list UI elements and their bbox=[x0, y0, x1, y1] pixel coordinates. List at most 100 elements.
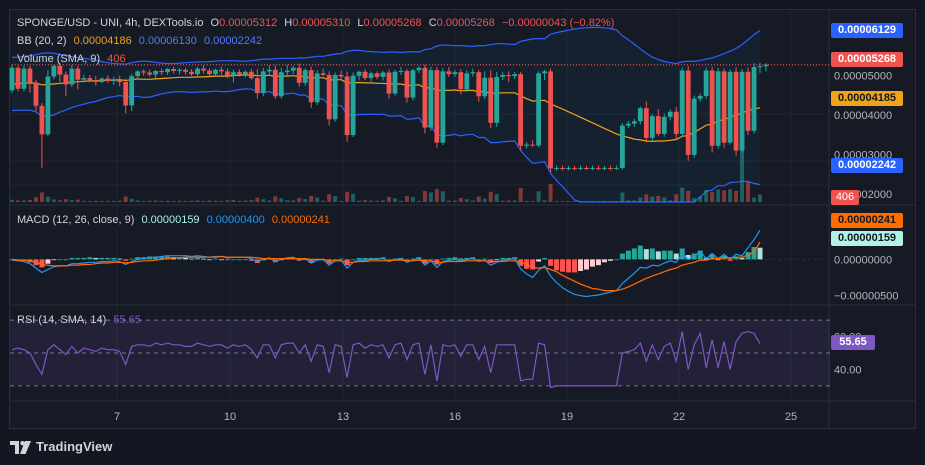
volume-bar bbox=[674, 194, 679, 202]
volume-bar bbox=[219, 200, 224, 202]
candle-body bbox=[123, 82, 129, 106]
candle-body bbox=[488, 77, 494, 123]
bb-lower-value: 0.00002242 bbox=[203, 35, 263, 47]
candle-body bbox=[428, 70, 434, 128]
volume-bar bbox=[548, 184, 553, 202]
volume-value: 406 bbox=[107, 53, 126, 65]
macd-histogram-bar bbox=[195, 257, 201, 260]
candle-body bbox=[272, 69, 278, 97]
candle-body bbox=[608, 167, 613, 169]
volume-bar bbox=[135, 200, 140, 202]
time-tick-label: 16 bbox=[449, 411, 461, 423]
candle-body bbox=[422, 67, 428, 128]
candle-body bbox=[619, 125, 625, 168]
macd-histogram-bar bbox=[673, 253, 679, 260]
macd-histogram-bar bbox=[697, 250, 703, 260]
candle-body bbox=[500, 74, 506, 77]
macd-hist-value: 0.00000159 bbox=[141, 214, 200, 226]
candle-body bbox=[679, 70, 685, 134]
volume-legend[interactable]: Volume (SMA, 9) 406 bbox=[17, 53, 130, 65]
volume-bar bbox=[291, 200, 296, 202]
macd-histogram-bar bbox=[362, 257, 368, 260]
candle-body bbox=[763, 64, 769, 67]
bb-lower-badge: 0.00002242 bbox=[831, 158, 903, 173]
volume-bar bbox=[27, 199, 32, 202]
candle-body bbox=[308, 70, 314, 103]
volume-bar bbox=[351, 193, 356, 202]
candle-body bbox=[506, 74, 512, 77]
candle-body bbox=[326, 74, 332, 120]
grid bbox=[10, 10, 915, 428]
volume-bar bbox=[662, 197, 667, 202]
time-tick-label: 25 bbox=[785, 411, 797, 423]
volume-bar bbox=[357, 200, 362, 202]
bb-legend[interactable]: BB (20, 2) 0.00004186 0.00006130 0.00002… bbox=[17, 35, 266, 47]
candle-body bbox=[476, 72, 482, 97]
volume-bar bbox=[363, 200, 368, 202]
candle-body bbox=[284, 70, 290, 73]
macd-histogram-bar bbox=[655, 251, 661, 260]
candle-body bbox=[673, 111, 679, 134]
volume-bar bbox=[93, 200, 98, 202]
volume-bar bbox=[315, 197, 320, 202]
volume-bar bbox=[87, 200, 92, 202]
candle-body bbox=[398, 70, 404, 72]
macd-histogram-bar bbox=[230, 259, 236, 261]
candle-body bbox=[195, 68, 200, 75]
volume-bar bbox=[470, 200, 475, 202]
volume-bar bbox=[75, 199, 80, 202]
last-price-badge: 0.00005268 bbox=[831, 52, 903, 67]
candle-body bbox=[254, 78, 260, 94]
candle-body bbox=[739, 71, 745, 151]
volume-bar bbox=[279, 198, 284, 202]
candle-body bbox=[613, 167, 619, 169]
volume-bar bbox=[752, 197, 757, 202]
volume-bar bbox=[21, 200, 26, 202]
volume-bar bbox=[626, 200, 631, 202]
candle-body bbox=[231, 72, 236, 76]
low-value: 0.00005268 bbox=[363, 17, 422, 29]
volume-bar bbox=[542, 200, 547, 202]
macd-histogram-bar bbox=[745, 252, 751, 260]
volume-bar bbox=[620, 192, 625, 202]
macd-histogram-bar bbox=[751, 247, 757, 260]
bb-mid-value: 0.00004186 bbox=[73, 35, 132, 47]
macd-histogram-bar bbox=[332, 259, 338, 261]
candle-body bbox=[524, 144, 530, 146]
rsi-badge: 55.65 bbox=[831, 335, 875, 350]
candle-body bbox=[338, 74, 344, 77]
macd-histogram-bar bbox=[589, 259, 595, 267]
macd-histogram-bar bbox=[356, 257, 362, 260]
macd-histogram-bar bbox=[685, 255, 691, 260]
volume-bar bbox=[267, 200, 272, 202]
macd-histogram-bar bbox=[607, 259, 613, 261]
volume-bar bbox=[309, 195, 314, 202]
candle-body bbox=[320, 73, 326, 75]
volume-label: Volume (SMA, 9) bbox=[17, 53, 101, 65]
volume-bar bbox=[10, 199, 14, 202]
candle-body bbox=[27, 68, 33, 83]
candlesticks bbox=[9, 63, 830, 173]
candle-body bbox=[39, 105, 45, 135]
candle-body bbox=[494, 76, 500, 123]
macd-signal-badge: 0.00000241 bbox=[831, 213, 903, 228]
macd-legend[interactable]: MACD (12, 26, close, 9) 0.00000159 0.000… bbox=[17, 214, 334, 226]
macd-histogram-bar bbox=[81, 257, 87, 260]
tradingview-logo[interactable]: TradingView bbox=[10, 439, 113, 455]
candle-body bbox=[302, 70, 308, 83]
macd-histogram-bar bbox=[715, 259, 721, 261]
volume-bars bbox=[10, 148, 763, 202]
candle-body bbox=[189, 71, 194, 75]
volume-badge: 406 bbox=[831, 190, 859, 205]
candle-body bbox=[9, 67, 15, 91]
candle-body bbox=[590, 167, 595, 169]
macd-histogram-bar bbox=[446, 257, 452, 260]
rsi-legend[interactable]: RSI (14, SMA, 14) 55.65 bbox=[17, 314, 145, 326]
macd-hist-badge: 0.00000159 bbox=[831, 231, 903, 246]
volume-bar bbox=[392, 198, 397, 202]
volume-bar bbox=[369, 200, 374, 202]
macd-histogram-bar bbox=[572, 259, 578, 273]
tradingview-name: TradingView bbox=[36, 439, 113, 454]
volume-bar bbox=[177, 200, 182, 202]
